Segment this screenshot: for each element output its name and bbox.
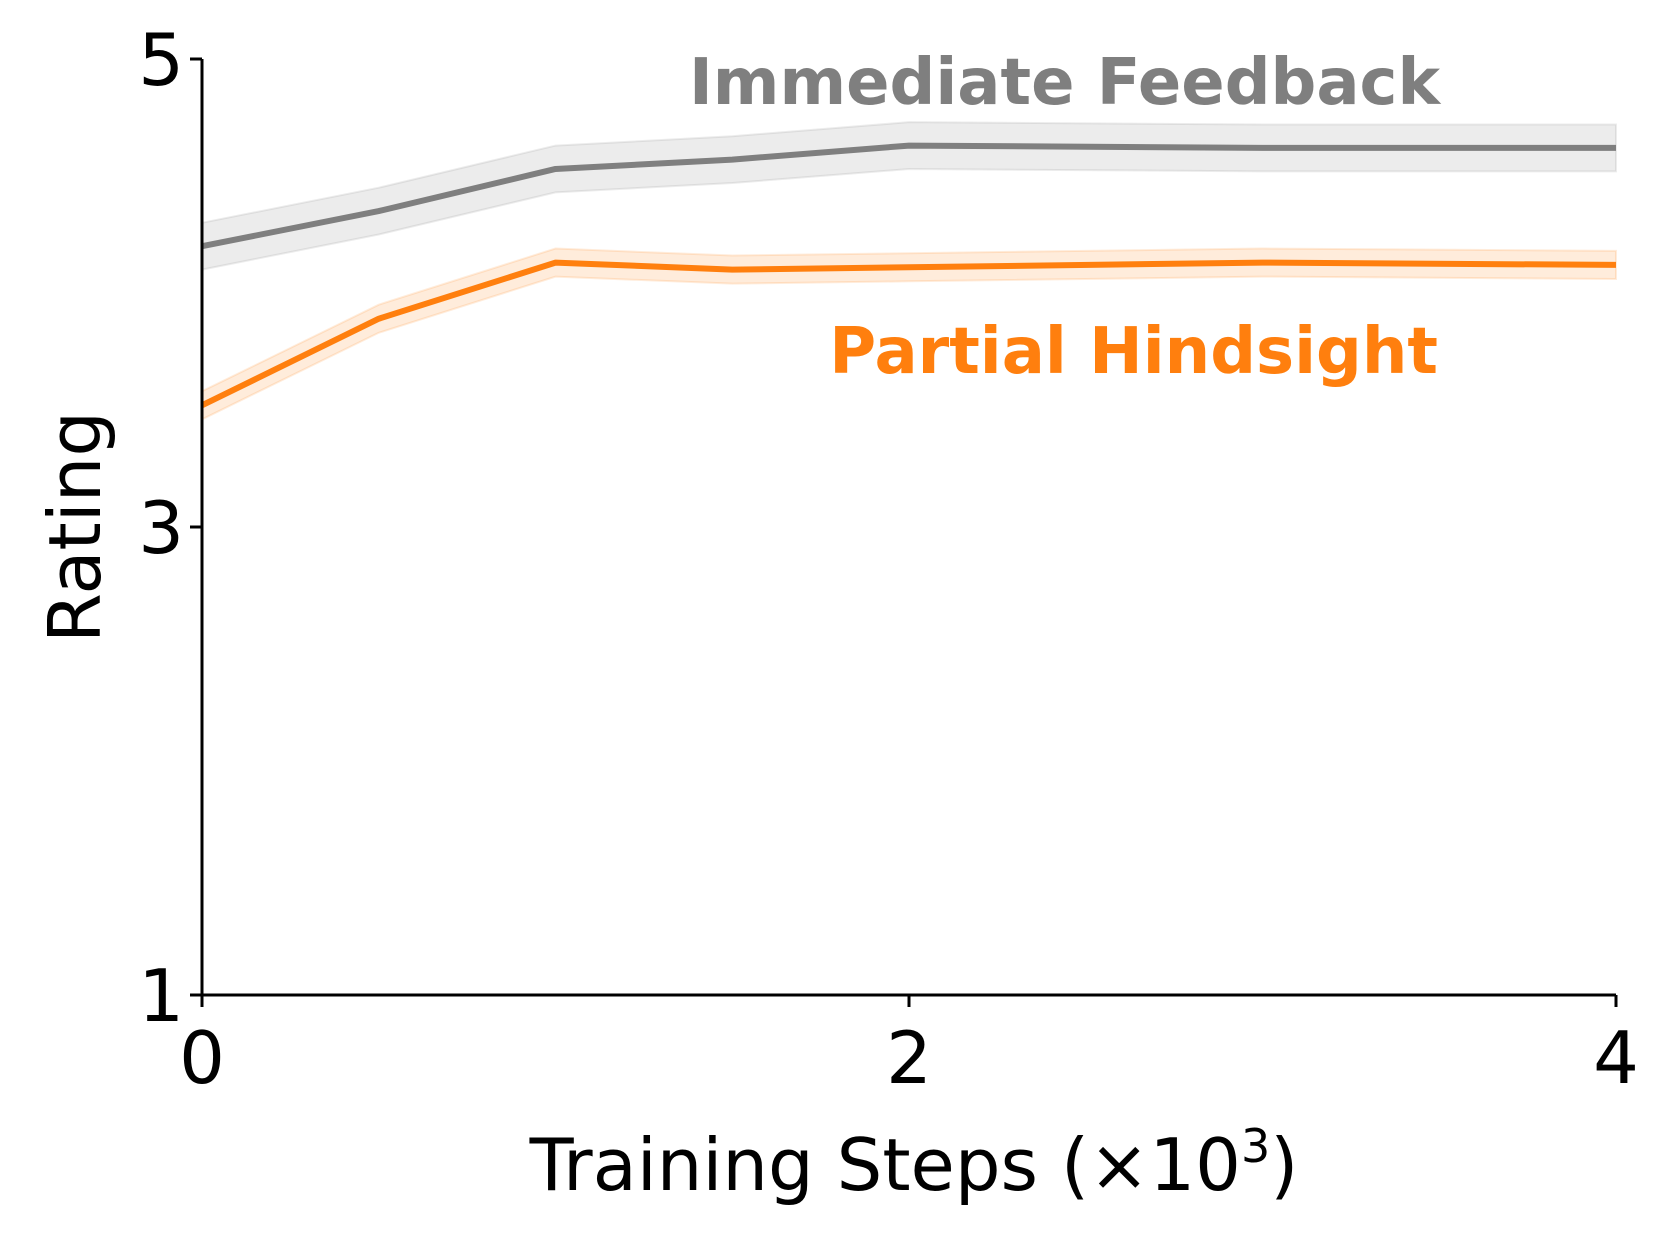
series-line-0	[201, 142, 1616, 250]
x-ticks: 0 2 4	[179, 995, 1639, 1100]
series-label-partial-hindsight: Partial Hindsight	[829, 315, 1438, 389]
x-tick-label: 4	[1593, 1016, 1639, 1100]
series-lines	[200, 142, 1617, 409]
series-line-1	[200, 259, 1617, 409]
x-tick-label: 0	[179, 1016, 225, 1100]
x-axis-label: Training Steps (×103)	[529, 1119, 1299, 1207]
y-tick-label: 3	[138, 486, 184, 570]
series-label-immediate-feedback: Immediate Feedback	[689, 46, 1442, 120]
y-tick-label: 5	[138, 18, 184, 102]
series-band-0	[201, 121, 1617, 271]
x-tick-label: 2	[886, 1016, 932, 1100]
y-tick-label: 1	[138, 954, 184, 1038]
y-ticks: 1 3 5	[138, 18, 202, 1038]
y-axis-label: Rating	[33, 411, 117, 643]
